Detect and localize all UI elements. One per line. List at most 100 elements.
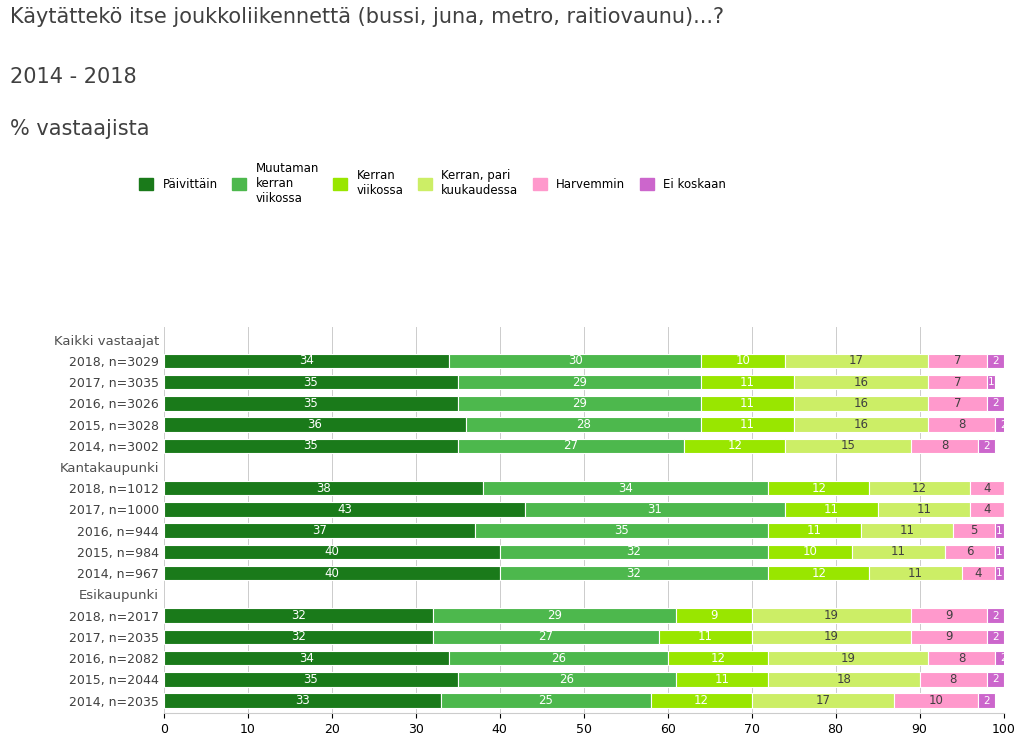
Bar xyxy=(894,693,978,708)
Text: 12: 12 xyxy=(811,481,826,495)
Bar xyxy=(987,672,1004,687)
Bar xyxy=(164,354,450,368)
Bar xyxy=(995,524,1004,538)
Text: 7: 7 xyxy=(953,397,962,410)
Bar xyxy=(164,629,432,644)
Bar xyxy=(164,375,458,389)
Text: 11: 11 xyxy=(740,376,755,389)
Text: 38: 38 xyxy=(316,481,331,495)
Bar xyxy=(441,693,651,708)
Bar xyxy=(701,396,794,411)
Bar xyxy=(794,396,928,411)
Text: 17: 17 xyxy=(815,694,830,707)
Text: 6: 6 xyxy=(967,545,974,559)
Text: 2: 2 xyxy=(992,611,998,620)
Bar xyxy=(928,651,995,665)
Bar xyxy=(794,375,928,389)
Bar xyxy=(752,629,911,644)
Bar xyxy=(164,524,474,538)
Bar xyxy=(785,354,928,368)
Text: 34: 34 xyxy=(618,481,633,495)
Text: 11: 11 xyxy=(899,525,914,537)
Text: 17: 17 xyxy=(849,354,864,367)
Bar xyxy=(458,375,701,389)
Text: 11: 11 xyxy=(740,418,755,431)
Bar xyxy=(684,438,785,453)
Text: 34: 34 xyxy=(299,652,314,664)
Text: 8: 8 xyxy=(941,439,948,452)
Text: 1: 1 xyxy=(996,568,1002,578)
Legend: Päivittäin, Muutaman
kerran
viikossa, Kerran
viikossa, Kerran, pari
kuukaudessa,: Päivittäin, Muutaman kerran viikossa, Ke… xyxy=(139,162,726,205)
Bar xyxy=(978,693,995,708)
Bar xyxy=(869,566,962,580)
Text: 4: 4 xyxy=(983,481,990,495)
Text: 32: 32 xyxy=(291,630,305,643)
Bar xyxy=(945,545,995,559)
Text: 4: 4 xyxy=(983,503,990,516)
Bar xyxy=(911,609,987,623)
Text: 16: 16 xyxy=(853,376,868,389)
Text: 35: 35 xyxy=(303,397,318,410)
Bar xyxy=(164,651,450,665)
Text: 15: 15 xyxy=(841,439,856,452)
Bar xyxy=(978,438,995,453)
Bar xyxy=(794,418,928,432)
Text: 1: 1 xyxy=(987,377,994,387)
Text: 11: 11 xyxy=(740,397,755,410)
Bar xyxy=(466,418,701,432)
Bar xyxy=(701,354,785,368)
Bar xyxy=(164,396,458,411)
Text: 40: 40 xyxy=(325,567,339,580)
Text: 1: 1 xyxy=(996,547,1002,557)
Bar xyxy=(852,545,945,559)
Bar xyxy=(987,609,1004,623)
Text: 18: 18 xyxy=(837,673,851,686)
Bar xyxy=(500,566,768,580)
Bar xyxy=(928,418,995,432)
Text: 9: 9 xyxy=(710,609,718,622)
Bar xyxy=(164,693,441,708)
Text: 2014 - 2018: 2014 - 2018 xyxy=(10,67,137,87)
Text: 11: 11 xyxy=(698,630,713,643)
Bar xyxy=(878,502,970,516)
Bar xyxy=(928,396,987,411)
Text: 12: 12 xyxy=(711,652,726,664)
Text: 8: 8 xyxy=(949,673,956,686)
Bar xyxy=(768,672,920,687)
Text: 1: 1 xyxy=(1005,504,1011,514)
Bar xyxy=(987,354,1004,368)
Text: 10: 10 xyxy=(736,354,751,367)
Text: 4: 4 xyxy=(975,567,982,580)
Bar xyxy=(164,566,500,580)
Text: 29: 29 xyxy=(572,376,587,389)
Bar xyxy=(911,629,987,644)
Bar xyxy=(785,438,911,453)
Text: 12: 12 xyxy=(693,694,709,707)
Text: 11: 11 xyxy=(715,673,730,686)
Text: 19: 19 xyxy=(824,609,839,622)
Text: 8: 8 xyxy=(957,418,966,431)
Text: 12: 12 xyxy=(912,481,927,495)
Bar xyxy=(676,672,768,687)
Text: 11: 11 xyxy=(916,503,931,516)
Bar xyxy=(752,609,911,623)
Text: 2: 2 xyxy=(992,398,998,409)
Text: 30: 30 xyxy=(568,354,583,367)
Bar xyxy=(450,354,701,368)
Text: 2: 2 xyxy=(983,441,990,451)
Text: 35: 35 xyxy=(303,439,318,452)
Text: 35: 35 xyxy=(614,525,629,537)
Bar xyxy=(911,438,978,453)
Text: 35: 35 xyxy=(303,673,318,686)
Text: 33: 33 xyxy=(295,694,310,707)
Text: 9: 9 xyxy=(945,630,952,643)
Text: 32: 32 xyxy=(627,567,641,580)
Bar xyxy=(861,524,953,538)
Bar xyxy=(676,609,752,623)
Text: 11: 11 xyxy=(908,567,923,580)
Bar xyxy=(995,545,1004,559)
Text: 11: 11 xyxy=(891,545,906,559)
Bar xyxy=(768,566,869,580)
Text: 2: 2 xyxy=(992,356,998,366)
Bar xyxy=(768,524,861,538)
